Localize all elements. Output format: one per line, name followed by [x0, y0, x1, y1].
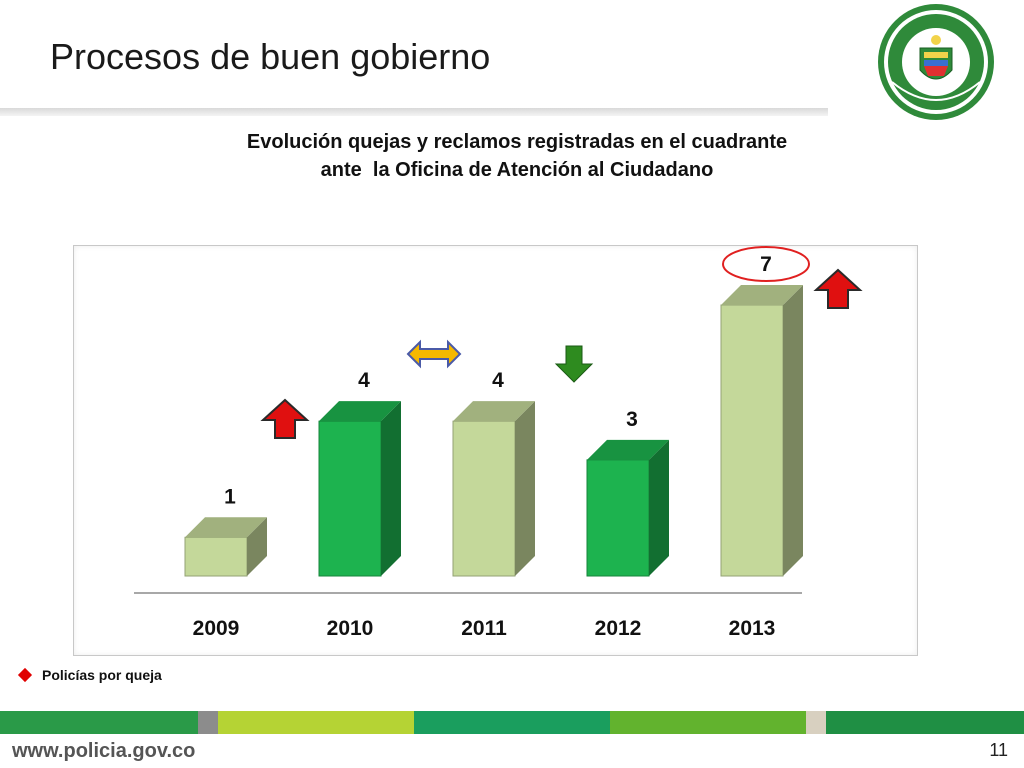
legend-marker-icon: [17, 667, 33, 683]
legend-label: Policías por queja: [42, 667, 162, 683]
data-label-2009: 1: [224, 485, 236, 508]
x-tick-label-2013: 2013: [729, 617, 776, 640]
bar-2009: [184, 536, 248, 577]
footer-bar-segment: [218, 711, 414, 734]
footer-color-bar: [0, 711, 1024, 734]
bar-side-2012: [649, 439, 669, 576]
bar-top-2012: [587, 439, 669, 460]
bar-side-2009: [247, 517, 267, 576]
footer-bar-segment: [806, 711, 826, 734]
arrow-both-icon-after-2010: [406, 339, 462, 369]
x-tick-label-2010: 2010: [327, 617, 374, 640]
x-tick-label-2009: 2009: [193, 617, 240, 640]
footer-bar-segment: [198, 711, 218, 734]
data-label-2012: 3: [626, 408, 638, 431]
bar-top-2009: [185, 517, 267, 538]
bar-2013: [720, 304, 784, 577]
page-number: 11: [989, 740, 1008, 760]
footer-bar-segment: [826, 711, 1024, 734]
arrow-up-icon-after-2013: [813, 268, 863, 309]
chart-heading-line2: ante la Oficina de Atención al Ciudadano: [320, 159, 714, 181]
bar-side-2011: [515, 401, 535, 576]
x-tick-label-2011: 2011: [461, 617, 507, 640]
bar-2012: [586, 459, 650, 577]
slide-title: Procesos de buen gobierno: [50, 36, 491, 77]
footer-url[interactable]: www.policia.gov.co: [12, 740, 196, 762]
bar-2010: [318, 420, 382, 577]
data-label-2010: 4: [358, 369, 370, 392]
footer-bar-segment: [0, 711, 198, 734]
arrow-down-icon-after-2011: [554, 345, 594, 383]
bar-2011: [452, 420, 516, 577]
data-label-2011: 4: [492, 369, 504, 392]
bar-top-2011: [453, 401, 535, 422]
data-label-2013: 7: [760, 253, 772, 276]
bar-top-2010: [319, 401, 401, 422]
arrow-up-icon-after-2009: [260, 398, 310, 439]
title-divider: [0, 108, 828, 116]
x-tick-label-2012: 2012: [595, 617, 642, 640]
footer-bar-segment: [610, 711, 806, 734]
bar-side-2010: [381, 401, 401, 576]
bar-top-2013: [721, 285, 803, 305]
bar-side-2013: [783, 285, 803, 576]
legend: Policías por queja: [17, 667, 162, 683]
chart-heading-line1: Evolución quejas y reclamos registradas …: [246, 131, 788, 153]
chart-heading: Evolución quejas y reclamos registradas …: [150, 128, 884, 184]
police-seal-icon: [878, 4, 994, 120]
footer-bar-segment: [414, 711, 610, 734]
highlight-ring: [722, 246, 810, 282]
